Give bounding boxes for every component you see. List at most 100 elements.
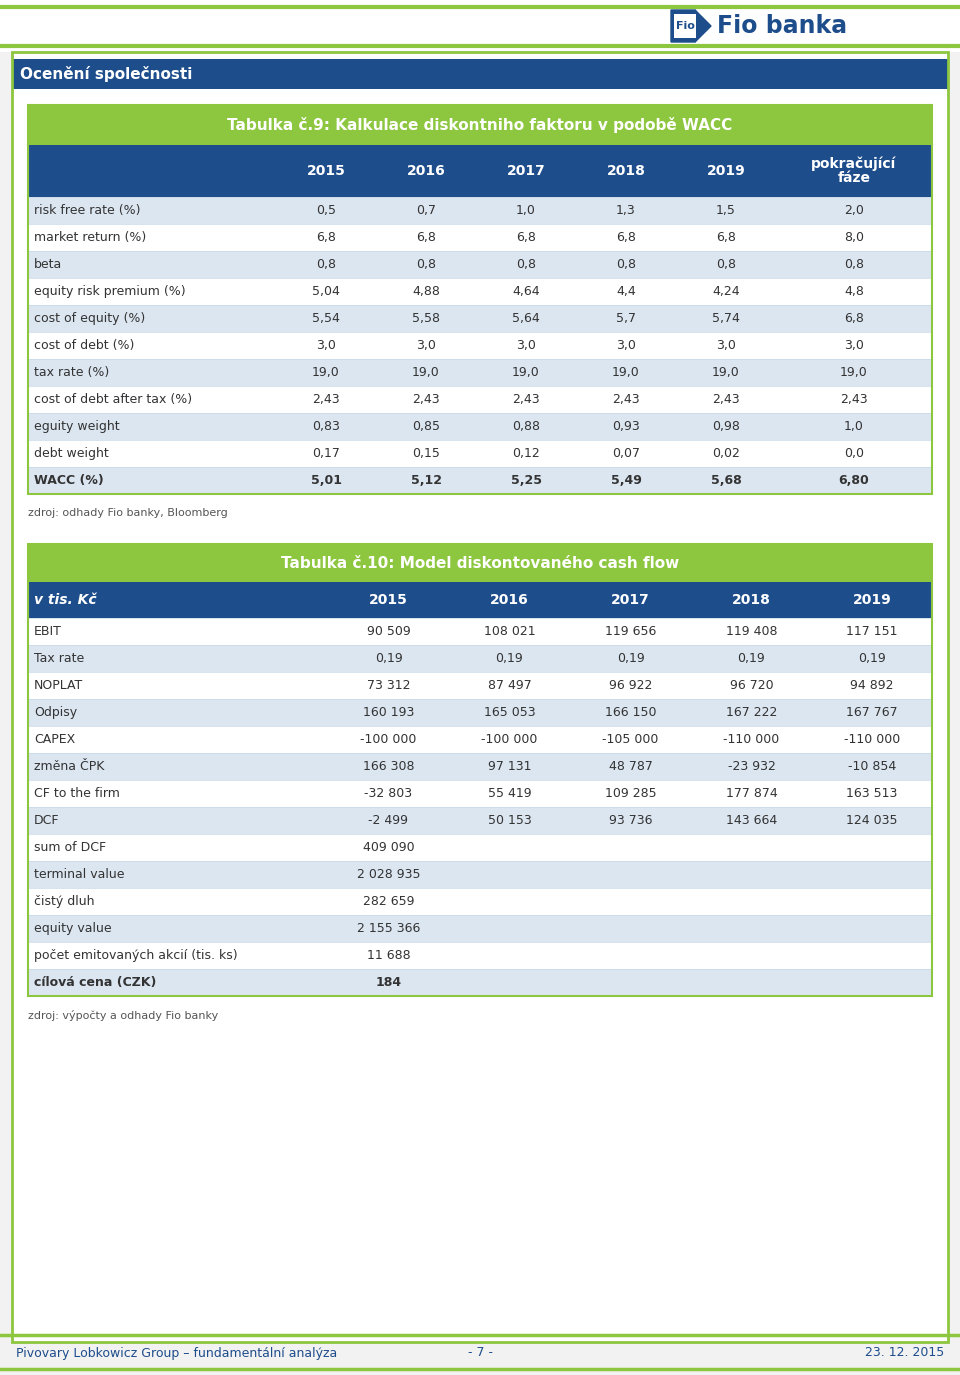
Text: v tis. Kč: v tis. Kč bbox=[34, 593, 97, 606]
Text: 2 028 935: 2 028 935 bbox=[357, 868, 420, 881]
Bar bbox=[28, 969, 932, 996]
Text: 184: 184 bbox=[375, 976, 401, 989]
Text: -32 803: -32 803 bbox=[365, 786, 413, 800]
Text: 409 090: 409 090 bbox=[363, 842, 415, 854]
Text: 5,12: 5,12 bbox=[411, 474, 442, 487]
Text: Tax rate: Tax rate bbox=[34, 652, 84, 666]
Text: 0,93: 0,93 bbox=[612, 419, 640, 433]
Text: 160 193: 160 193 bbox=[363, 705, 414, 719]
Text: 2,43: 2,43 bbox=[612, 393, 639, 406]
Text: 0,8: 0,8 bbox=[716, 258, 736, 271]
Text: equity value: equity value bbox=[34, 923, 111, 935]
Text: 0,02: 0,02 bbox=[712, 447, 740, 461]
Bar bbox=[28, 252, 932, 278]
Text: 0,85: 0,85 bbox=[412, 419, 440, 433]
Bar bbox=[28, 698, 932, 726]
Text: -110 000: -110 000 bbox=[724, 733, 780, 747]
Text: beta: beta bbox=[34, 258, 62, 271]
Bar bbox=[28, 754, 932, 780]
Bar bbox=[28, 224, 932, 252]
Bar bbox=[28, 359, 932, 386]
Text: zdroj: odhady Fio banky, Bloomberg: zdroj: odhady Fio banky, Bloomberg bbox=[28, 507, 228, 518]
Text: 6,8: 6,8 bbox=[416, 231, 436, 243]
Text: 5,49: 5,49 bbox=[611, 474, 641, 487]
Bar bbox=[28, 726, 932, 754]
Text: 2018: 2018 bbox=[607, 164, 645, 177]
Text: 3,0: 3,0 bbox=[416, 340, 436, 352]
Text: 5,54: 5,54 bbox=[312, 312, 340, 324]
Text: 55 419: 55 419 bbox=[488, 786, 531, 800]
Text: -100 000: -100 000 bbox=[360, 733, 417, 747]
Text: 2,43: 2,43 bbox=[513, 393, 540, 406]
Text: 19,0: 19,0 bbox=[512, 366, 540, 380]
Text: pokračující: pokračující bbox=[811, 157, 897, 172]
Text: 1,3: 1,3 bbox=[616, 204, 636, 217]
Text: počet emitovaných akcií (tis. ks): počet emitovaných akcií (tis. ks) bbox=[34, 949, 238, 962]
Text: 0,8: 0,8 bbox=[516, 258, 536, 271]
Text: debt weight: debt weight bbox=[34, 447, 108, 461]
Text: 167 767: 167 767 bbox=[846, 705, 898, 719]
Text: 0,5: 0,5 bbox=[316, 204, 336, 217]
Text: 4,8: 4,8 bbox=[844, 285, 864, 298]
Text: -105 000: -105 000 bbox=[602, 733, 659, 747]
Text: 6,8: 6,8 bbox=[716, 231, 736, 243]
Text: 0,07: 0,07 bbox=[612, 447, 640, 461]
Text: 19,0: 19,0 bbox=[612, 366, 640, 380]
Text: 0,12: 0,12 bbox=[512, 447, 540, 461]
Text: 19,0: 19,0 bbox=[712, 366, 740, 380]
Text: 4,64: 4,64 bbox=[513, 285, 540, 298]
Text: 2016: 2016 bbox=[407, 164, 445, 177]
Text: 4,88: 4,88 bbox=[412, 285, 440, 298]
Text: 5,64: 5,64 bbox=[512, 312, 540, 324]
Text: 50 153: 50 153 bbox=[488, 814, 532, 826]
Text: 3,0: 3,0 bbox=[516, 340, 536, 352]
Text: 11 688: 11 688 bbox=[367, 949, 410, 962]
Text: cost of equity (%): cost of equity (%) bbox=[34, 312, 145, 324]
Text: 109 285: 109 285 bbox=[605, 786, 657, 800]
Text: 5,7: 5,7 bbox=[616, 312, 636, 324]
Bar bbox=[28, 331, 932, 359]
Text: 3,0: 3,0 bbox=[716, 340, 736, 352]
Text: 5,68: 5,68 bbox=[710, 474, 741, 487]
Text: tax rate (%): tax rate (%) bbox=[34, 366, 109, 380]
Text: Pivovary Lobkowicz Group – fundamentální analýza: Pivovary Lobkowicz Group – fundamentální… bbox=[16, 1346, 337, 1360]
Text: -100 000: -100 000 bbox=[481, 733, 538, 747]
Text: 2016: 2016 bbox=[491, 593, 529, 606]
Text: 166 308: 166 308 bbox=[363, 760, 415, 773]
Text: -2 499: -2 499 bbox=[369, 814, 409, 826]
Text: 6,8: 6,8 bbox=[316, 231, 336, 243]
Text: 4,4: 4,4 bbox=[616, 285, 636, 298]
Text: 0,88: 0,88 bbox=[512, 419, 540, 433]
Text: 143 664: 143 664 bbox=[726, 814, 778, 826]
Text: cost of debt (%): cost of debt (%) bbox=[34, 340, 134, 352]
Text: -23 932: -23 932 bbox=[728, 760, 776, 773]
Bar bbox=[28, 305, 932, 331]
Bar bbox=[28, 144, 932, 197]
Polygon shape bbox=[671, 10, 707, 43]
Bar bbox=[28, 807, 932, 835]
Text: cílová cena (CZK): cílová cena (CZK) bbox=[34, 976, 156, 989]
Text: 19,0: 19,0 bbox=[412, 366, 440, 380]
Text: 165 053: 165 053 bbox=[484, 705, 536, 719]
Text: čistý dluh: čistý dluh bbox=[34, 895, 94, 908]
Bar bbox=[28, 412, 932, 440]
Text: 96 720: 96 720 bbox=[730, 679, 774, 692]
Bar bbox=[28, 278, 932, 305]
Text: -10 854: -10 854 bbox=[848, 760, 896, 773]
Text: 6,8: 6,8 bbox=[616, 231, 636, 243]
Text: WACC (%): WACC (%) bbox=[34, 474, 104, 487]
Bar bbox=[28, 672, 932, 698]
Bar bbox=[28, 780, 932, 807]
Text: 0,8: 0,8 bbox=[616, 258, 636, 271]
Text: 1,0: 1,0 bbox=[516, 204, 536, 217]
Bar bbox=[28, 617, 932, 645]
Text: 97 131: 97 131 bbox=[488, 760, 531, 773]
Text: 2017: 2017 bbox=[612, 593, 650, 606]
Text: 19,0: 19,0 bbox=[840, 366, 868, 380]
Text: 1,0: 1,0 bbox=[844, 419, 864, 433]
Text: 8,0: 8,0 bbox=[844, 231, 864, 243]
Text: 96 922: 96 922 bbox=[609, 679, 652, 692]
Bar bbox=[28, 386, 932, 412]
Text: 0,98: 0,98 bbox=[712, 419, 740, 433]
Bar bbox=[28, 544, 932, 996]
